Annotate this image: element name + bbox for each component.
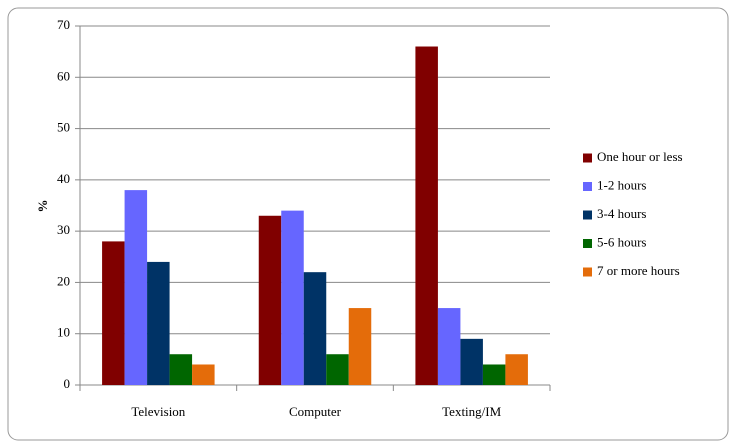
bar [348, 308, 372, 385]
bar [505, 354, 528, 385]
bar [281, 210, 304, 385]
x-tick-label: Computer [289, 404, 342, 419]
bar [102, 241, 125, 385]
bar [192, 364, 215, 385]
y-tick-label: 10 [57, 325, 70, 340]
bar [124, 190, 148, 385]
y-tick-label: 60 [57, 68, 70, 83]
chart-frame [7, 7, 729, 441]
x-tick-label: Texting/IM [442, 404, 501, 419]
legend-label: 7 or more hours [597, 263, 680, 278]
bar [482, 364, 506, 385]
bar [326, 354, 349, 385]
legend-label: 5-6 hours [597, 234, 646, 249]
y-axis-label: % [35, 200, 50, 213]
legend-swatch [583, 153, 592, 163]
bar [460, 338, 483, 385]
legend-label: 3-4 hours [597, 206, 646, 221]
y-tick-label: 40 [57, 171, 70, 186]
bar [258, 215, 282, 385]
bar [437, 308, 461, 385]
bar [303, 272, 327, 385]
y-tick-label: 20 [57, 273, 70, 288]
legend-swatch [583, 267, 592, 277]
legend-swatch [583, 210, 592, 220]
bar [147, 261, 170, 385]
x-tick-label: Television [131, 404, 185, 419]
y-tick-label: 30 [57, 222, 70, 237]
y-tick-label: 70 [57, 17, 70, 32]
bar [169, 354, 193, 385]
legend-label: 1-2 hours [597, 177, 646, 192]
legend-swatch [583, 239, 592, 248]
bar [415, 46, 438, 386]
y-tick-label: 50 [57, 120, 70, 135]
y-tick-label: 0 [64, 376, 71, 391]
legend-label: One hour or less [597, 149, 683, 164]
legend-swatch [583, 182, 592, 191]
